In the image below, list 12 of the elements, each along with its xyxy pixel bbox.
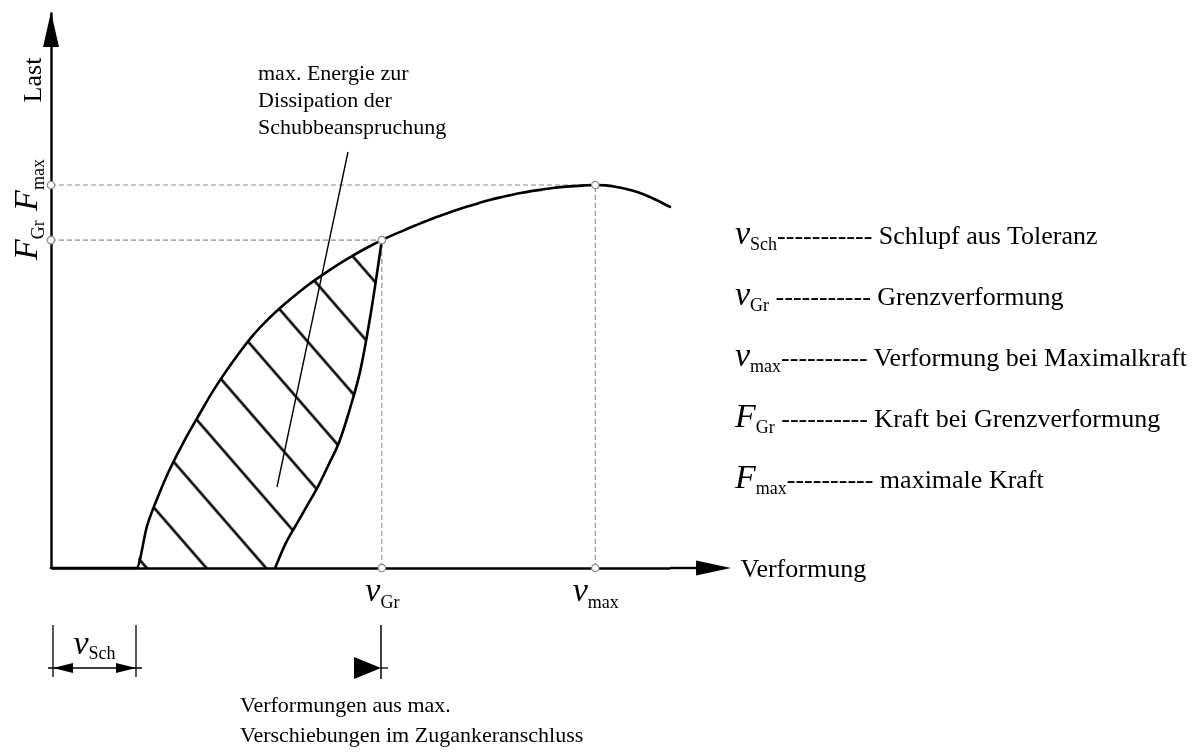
y-axis-title: Last [18,56,47,103]
text: v$_{Sch}$ [73,624,116,664]
text: F$_{max}$---------- maximale Kraft [735,457,1044,500]
x-tick-label: v$_{max}$ [572,570,619,612]
text: max. Energie zur Dissipation der Schubbeanspruchung [258,59,447,140]
x-tick-label: v$_{Gr}$ [365,570,400,612]
x-axis-title: Verformung [740,553,867,583]
text: Verformungen aus max. Verschiebungen im Zugankeranschluss [240,691,584,749]
text: v$_{max}$---------- Verformung bei Maximalkraft [735,335,1188,378]
text: v$_{Sch}$----------- Schlupf aus Toleranz [735,213,1098,256]
text: v$_{Gr}$ ----------- Grenzverformung [735,274,1064,317]
text: F$_{Gr}$ ---------- Kraft bei Grenzverformung [735,396,1161,439]
